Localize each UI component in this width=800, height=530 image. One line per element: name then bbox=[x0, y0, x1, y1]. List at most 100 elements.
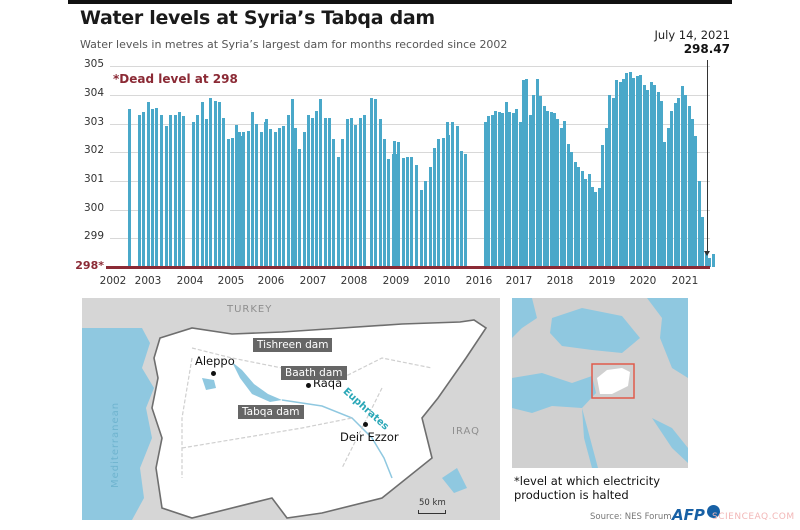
bar bbox=[556, 119, 560, 267]
bar bbox=[332, 139, 336, 267]
footnote: *level at which electricity production i… bbox=[514, 474, 661, 502]
bar bbox=[196, 114, 200, 267]
bar bbox=[590, 186, 594, 267]
x-tick-label: 2019 bbox=[588, 275, 616, 287]
city-dot-raqa bbox=[306, 383, 311, 388]
bar bbox=[628, 71, 632, 267]
bar bbox=[259, 132, 263, 267]
bar bbox=[618, 81, 622, 267]
bar bbox=[428, 166, 432, 267]
bar bbox=[694, 136, 698, 267]
bar bbox=[532, 94, 536, 267]
bar bbox=[632, 77, 636, 267]
x-tick-label: 2007 bbox=[299, 275, 327, 287]
bar bbox=[298, 149, 302, 267]
bar bbox=[563, 120, 567, 267]
dam-label-tishreen: Tishreen dam bbox=[253, 338, 333, 352]
bar bbox=[165, 126, 168, 267]
bar bbox=[711, 253, 715, 267]
bar bbox=[200, 101, 204, 267]
city-label-deir-ezzor: Deir Ezzor bbox=[340, 430, 399, 444]
bar bbox=[155, 107, 159, 267]
y-tick-label: 300 bbox=[83, 201, 104, 214]
bar bbox=[235, 124, 239, 267]
bar bbox=[251, 112, 255, 267]
bar bbox=[182, 116, 186, 267]
bar bbox=[302, 132, 306, 267]
bar bbox=[659, 100, 663, 267]
bar bbox=[401, 157, 405, 267]
bar bbox=[238, 132, 241, 267]
bar bbox=[584, 179, 588, 267]
bar bbox=[642, 84, 646, 267]
x-tick-label: 2018 bbox=[546, 275, 574, 287]
bar bbox=[680, 86, 684, 267]
scale-bar bbox=[418, 510, 446, 514]
gridline bbox=[110, 180, 710, 182]
bar bbox=[286, 114, 290, 267]
sea-label-mediterranean: Mediterranean bbox=[110, 401, 121, 488]
bar bbox=[464, 153, 468, 267]
afp-logo-icon bbox=[707, 505, 720, 518]
bar bbox=[269, 129, 273, 267]
bar bbox=[704, 251, 708, 267]
bar bbox=[397, 142, 401, 267]
bar bbox=[273, 132, 277, 267]
gridline bbox=[110, 152, 710, 154]
source-credit: Source: NES Forum bbox=[590, 512, 672, 522]
bar bbox=[484, 122, 487, 267]
afp-logo: AFP bbox=[672, 506, 705, 524]
bar bbox=[656, 91, 660, 267]
bar bbox=[622, 79, 625, 267]
x-tick-label: 2006 bbox=[257, 275, 285, 287]
bar bbox=[294, 127, 297, 267]
bar bbox=[460, 150, 464, 267]
country-label-iraq: IRAQ bbox=[452, 426, 481, 437]
bar bbox=[282, 126, 286, 267]
scale-label: 50 km bbox=[419, 498, 446, 508]
bar bbox=[546, 110, 550, 267]
bar bbox=[597, 188, 601, 267]
y-tick-label: 302 bbox=[83, 144, 104, 157]
bar bbox=[508, 112, 512, 267]
callout-line bbox=[707, 60, 708, 253]
bar bbox=[649, 81, 653, 267]
bar bbox=[639, 74, 643, 267]
watermark: SCIENCEAQ.COM bbox=[712, 512, 795, 522]
bar bbox=[242, 132, 246, 267]
bar bbox=[604, 127, 608, 267]
bar bbox=[420, 189, 423, 267]
bar bbox=[378, 119, 382, 267]
city-dot-aleppo bbox=[211, 371, 216, 376]
bar bbox=[291, 99, 295, 267]
gridline bbox=[110, 94, 710, 96]
country-label-turkey: TURKEY bbox=[227, 304, 273, 315]
bar bbox=[315, 110, 318, 267]
bar bbox=[142, 112, 146, 267]
bar bbox=[370, 97, 373, 267]
bar bbox=[587, 173, 591, 267]
bar bbox=[451, 122, 455, 267]
bar bbox=[323, 117, 327, 267]
y-tick-label: 299 bbox=[83, 230, 104, 243]
bar bbox=[222, 117, 226, 267]
y-tick-label: 304 bbox=[83, 86, 104, 99]
bar bbox=[490, 114, 494, 267]
bar bbox=[350, 117, 354, 267]
x-tick-label: 2003 bbox=[134, 275, 162, 287]
bar bbox=[246, 130, 250, 267]
bar bbox=[226, 139, 230, 267]
bar bbox=[383, 139, 387, 267]
bar bbox=[424, 180, 428, 267]
bar bbox=[159, 114, 163, 267]
bar bbox=[635, 76, 639, 267]
dam-label-baath: Baath dam bbox=[281, 366, 347, 380]
bar bbox=[566, 143, 570, 267]
bar bbox=[542, 106, 546, 267]
top-rule bbox=[68, 0, 732, 4]
y-tick-label: 303 bbox=[83, 115, 104, 128]
locator-map bbox=[512, 298, 688, 468]
bar bbox=[307, 114, 311, 267]
x-tick-label: 2009 bbox=[382, 275, 410, 287]
bar-chart: 298* 299 300 301 302 303 304 305 *Dead level at… bbox=[75, 58, 715, 287]
